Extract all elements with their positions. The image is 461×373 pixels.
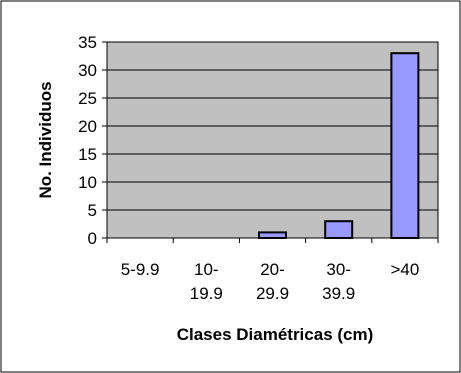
x-axis-title: Clases Diamétricas (cm) <box>177 325 374 344</box>
x-tick-label: 10-19.9 <box>190 260 223 303</box>
y-tick-label: 10 <box>78 173 97 192</box>
y-tick-label: 20 <box>78 117 97 136</box>
x-tick-label: >40 <box>390 260 419 279</box>
bar <box>390 52 420 240</box>
tick-labels: 0 5 10 15 20 25 30 35 5-9.9 10-19.9 20-29.9 30-39.9… <box>78 33 419 303</box>
y-tick-label: 15 <box>78 145 97 164</box>
axes <box>102 41 439 243</box>
bar <box>324 220 354 239</box>
x-tick-label: 30-39.9 <box>322 260 355 303</box>
bar <box>258 231 287 239</box>
y-tick-label: 30 <box>78 61 97 80</box>
y-tick-label: 5 <box>88 201 97 220</box>
plot-area <box>107 42 438 238</box>
y-axis-title: No. Individuos <box>36 81 55 198</box>
x-tick-label: 5-9.9 <box>121 260 160 279</box>
x-tick-label: 20-29.9 <box>256 260 289 303</box>
y-tick-label: 35 <box>78 33 97 52</box>
y-tick-label: 25 <box>78 89 97 108</box>
y-tick-label: 0 <box>88 229 97 248</box>
